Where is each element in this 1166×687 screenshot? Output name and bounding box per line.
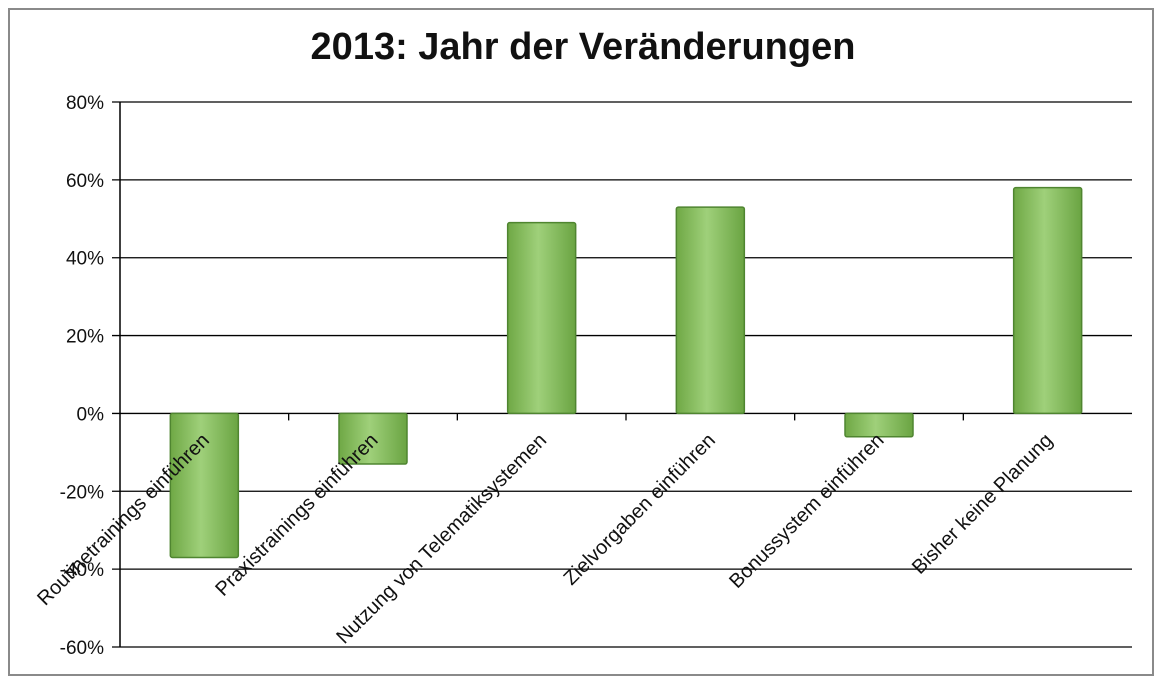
x-tick-label: Bonussystem einführen [725, 429, 888, 592]
axis-layer [119, 102, 964, 647]
chart-title: 2013: Jahr der Veränderungen [310, 26, 856, 68]
bar [338, 412, 408, 465]
grid-layer [112, 101, 1132, 648]
y-tick-label: -40% [60, 560, 104, 581]
y-tick-label: 80% [66, 93, 104, 114]
bar [675, 206, 746, 415]
y-tick-label: -60% [60, 638, 104, 659]
x-tick-label: Bisher keine Planung [908, 429, 1057, 578]
bar [1012, 186, 1083, 415]
y-tick-label: -20% [60, 482, 104, 503]
bar [844, 412, 914, 438]
bars-layer [169, 186, 1083, 559]
y-tick-label: 0% [77, 404, 105, 425]
y-tick-label: 60% [66, 171, 104, 192]
y-tick-label: 40% [66, 249, 104, 270]
bar [169, 412, 240, 559]
bar [506, 221, 577, 415]
y-tick-label: 20% [66, 327, 104, 348]
chart-frame [8, 8, 1154, 676]
x-tick-label: Zielvorgaben einführen [560, 429, 720, 589]
